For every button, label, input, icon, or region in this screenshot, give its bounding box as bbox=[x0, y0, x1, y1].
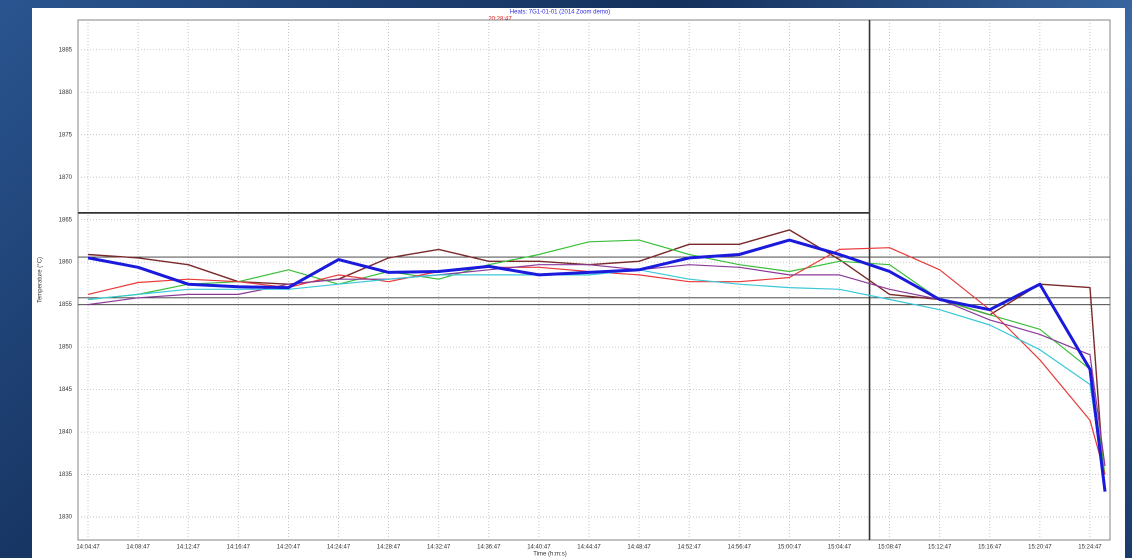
x-tick-label: 15:20:47 bbox=[1028, 545, 1052, 551]
x-tick-label: 14:36:47 bbox=[477, 545, 501, 551]
plot-area bbox=[77, 19, 1111, 541]
y-axis-label: Temperature (°C) bbox=[38, 257, 44, 303]
x-tick-label: 14:24:47 bbox=[327, 545, 351, 551]
x-tick-label: 14:40:47 bbox=[527, 545, 551, 551]
series-line bbox=[87, 238, 1107, 492]
series-line bbox=[87, 239, 1106, 475]
x-tick-label: 15:00:47 bbox=[778, 545, 802, 551]
x-tick-label: 14:56:47 bbox=[728, 545, 752, 551]
x-tick-label: 14:44:47 bbox=[577, 545, 601, 551]
chart-title: Heats: 7G1-01-01 (2014 Zoom demo) bbox=[510, 10, 610, 16]
x-tick-label: 14:20:47 bbox=[277, 545, 301, 551]
x-tick-label: 14:48:47 bbox=[627, 545, 651, 551]
x-tick-label: 15:16:47 bbox=[978, 545, 1002, 551]
y-tick-label: 1855 bbox=[59, 302, 73, 308]
y-tick-label: 1850 bbox=[59, 345, 73, 351]
y-tick-label: 1840 bbox=[59, 430, 73, 436]
y-tick-label: 1835 bbox=[59, 472, 73, 478]
x-tick-label: 14:28:47 bbox=[377, 545, 401, 551]
x-tick-label: 14:32:47 bbox=[427, 545, 451, 551]
x-tick-label: 15:12:47 bbox=[928, 545, 952, 551]
y-tick-label: 1845 bbox=[59, 387, 73, 393]
y-tick-label: 1880 bbox=[59, 90, 73, 96]
y-tick-label: 1830 bbox=[59, 515, 73, 521]
series-line bbox=[87, 247, 1106, 475]
chart-subtitle: 20:28:47 bbox=[488, 17, 512, 23]
x-tick-label: 14:08:47 bbox=[126, 545, 150, 551]
x-tick-label: 14:16:47 bbox=[227, 545, 251, 551]
x-tick-label: 14:52:47 bbox=[678, 545, 702, 551]
y-tick-label: 1870 bbox=[59, 175, 73, 181]
y-tick-label: 1860 bbox=[59, 260, 73, 266]
y-tick-label: 1865 bbox=[59, 217, 73, 223]
x-tick-label: 14:04:47 bbox=[76, 545, 100, 551]
y-tick-label: 1885 bbox=[59, 47, 73, 53]
x-axis-label: Time (h:m:s) bbox=[533, 552, 566, 558]
x-tick-label: 15:04:47 bbox=[828, 545, 852, 551]
x-tick-label: 15:08:47 bbox=[878, 545, 902, 551]
x-tick-label: 15:24:47 bbox=[1078, 545, 1102, 551]
x-tick-label: 14:12:47 bbox=[177, 545, 201, 551]
y-tick-label: 1875 bbox=[59, 132, 73, 138]
